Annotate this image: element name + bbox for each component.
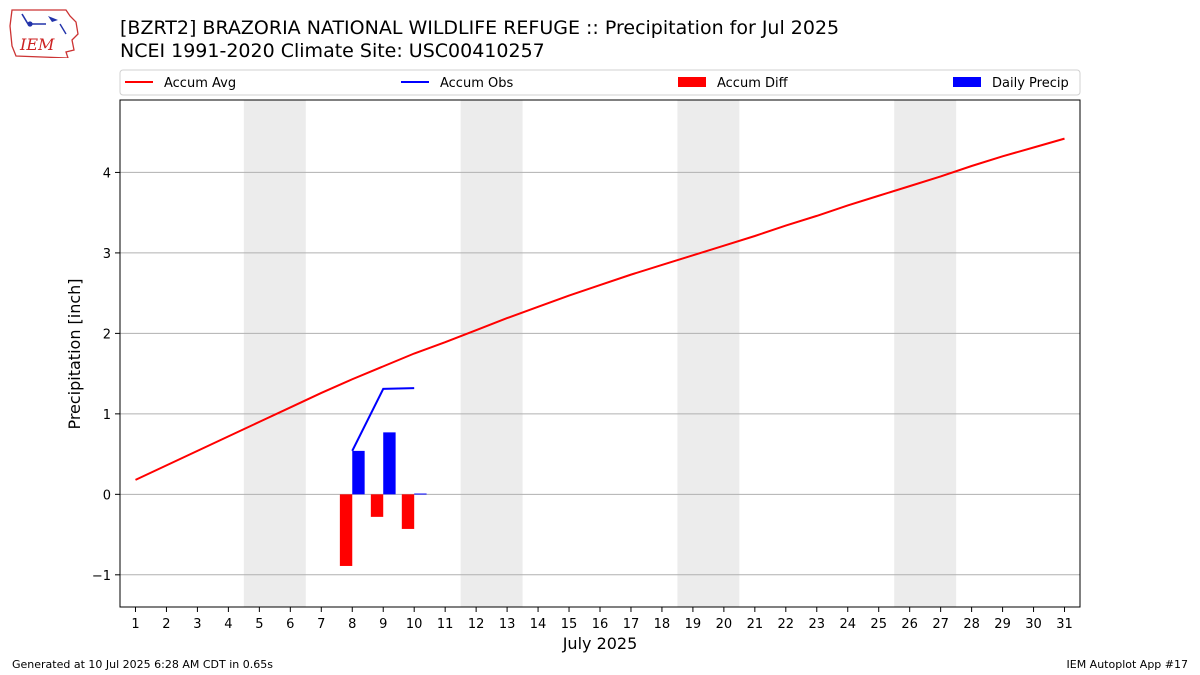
generated-timestamp: Generated at 10 Jul 2025 6:28 AM CDT in …: [12, 658, 273, 671]
x-tick-label-6: 6: [286, 617, 294, 632]
chart-subtitle: NCEI 1991-2020 Climate Site: USC00410257: [120, 40, 545, 62]
x-tick-label-22: 22: [778, 617, 795, 632]
accum-diff-bar-10: [401, 494, 415, 529]
y-tick-label--1: −1: [92, 569, 111, 584]
x-tick-label-31: 31: [1056, 617, 1073, 632]
x-tick-label-21: 21: [747, 617, 764, 632]
iem-logo: IEM: [8, 6, 80, 59]
accum-obs-line: [351, 387, 415, 452]
x-tick-label-16: 16: [592, 617, 609, 632]
legend-label-0: Accum Avg: [164, 76, 236, 91]
x-tick-label-18: 18: [654, 617, 671, 632]
x-tick-label-27: 27: [932, 617, 949, 632]
weekend-band-2: [677, 100, 740, 607]
x-tick-label-5: 5: [255, 617, 263, 632]
accum-diff-bar-8: [339, 494, 353, 566]
accum-diff-bar-9: [370, 494, 384, 517]
x-tick-label-13: 13: [499, 617, 516, 632]
x-tick-label-8: 8: [348, 617, 356, 632]
x-axis-label: July 2025: [562, 634, 638, 653]
legend-frame: [119, 69, 1081, 96]
x-tick-label-25: 25: [870, 617, 887, 632]
bar-series: [339, 432, 427, 566]
app-credit: IEM Autoplot App #17: [1066, 658, 1189, 671]
legend-label-2: Accum Diff: [717, 76, 789, 91]
y-tick-label-4: 4: [103, 166, 111, 181]
x-tick-label-28: 28: [963, 617, 980, 632]
x-tick-label-10: 10: [406, 617, 423, 632]
svg-text:IEM: IEM: [19, 35, 55, 54]
y-tick-label-3: 3: [103, 247, 111, 262]
x-tick-label-23: 23: [809, 617, 826, 632]
legend-label-1: Accum Obs: [440, 76, 513, 91]
x-tick-label-20: 20: [716, 617, 733, 632]
legend-swatch-3: [953, 77, 981, 87]
daily-precip-bar-8: [352, 450, 365, 495]
y-tick-label-2: 2: [103, 327, 111, 342]
daily-precip-bar-10: [414, 493, 427, 495]
x-tick-label-1: 1: [131, 617, 139, 632]
weekend-band-1: [460, 100, 523, 607]
y-tick-label-0: 0: [103, 488, 111, 503]
x-tick-label-26: 26: [901, 617, 918, 632]
weekend-bands: [243, 100, 957, 607]
daily-precip-bar-9: [383, 432, 396, 495]
legend: Accum Avg Accum Obs Accum Diff Daily Precip: [119, 69, 1081, 96]
x-tick-label-24: 24: [839, 617, 856, 632]
chart-title: [BZRT2] BRAZORIA NATIONAL WILDLIFE REFUG…: [120, 17, 840, 39]
x-tick-label-2: 2: [162, 617, 170, 632]
x-tick-label-19: 19: [685, 617, 702, 632]
iowa-map-icon: IEM: [9, 9, 79, 59]
legend-swatch-2: [678, 77, 706, 87]
y-tick-label-1: 1: [103, 408, 111, 423]
x-tick-label-3: 3: [193, 617, 201, 632]
legend-label-3: Daily Precip: [992, 76, 1069, 91]
weekend-band-0: [243, 100, 306, 607]
line-series: [135, 137, 1065, 481]
x-tick-label-12: 12: [468, 617, 485, 632]
x-tick-label-29: 29: [994, 617, 1011, 632]
x-tick-label-30: 30: [1025, 617, 1042, 632]
x-tick-label-14: 14: [530, 617, 547, 632]
weekend-band-3: [894, 100, 957, 607]
x-tick-label-15: 15: [561, 617, 578, 632]
y-axis: −1 0 1 2 3 4: [92, 166, 120, 584]
x-tick-label-9: 9: [379, 617, 387, 632]
grid-lines: [120, 171, 1080, 576]
x-axis: 1 2 3 4 5 6 7 8 9 10 11 12 13 14 15 16 17 18 19 20 21 22 23 24 2…: [131, 607, 1073, 632]
x-tick-label-17: 17: [623, 617, 640, 632]
x-tick-label-7: 7: [317, 617, 325, 632]
y-axis-label: Precipitation [inch]: [65, 278, 84, 429]
x-tick-label-11: 11: [437, 617, 454, 632]
accum-avg-line: [135, 137, 1065, 481]
x-tick-label-4: 4: [224, 617, 232, 632]
